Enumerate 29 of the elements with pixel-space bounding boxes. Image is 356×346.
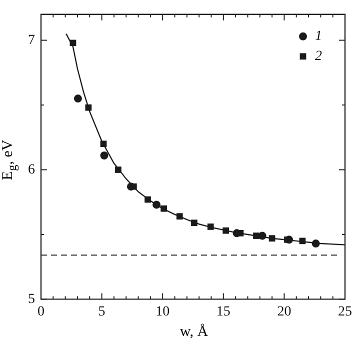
x-tick-label: 0 (38, 304, 44, 320)
point (100, 152, 108, 160)
x-tick-label: 5 (98, 304, 106, 320)
point (176, 213, 183, 220)
point (207, 224, 214, 230)
point (160, 205, 167, 212)
point (191, 220, 198, 226)
y-tick-label: 6 (28, 162, 35, 178)
legend-label: 1 (315, 29, 322, 44)
y-tick-label: 5 (28, 292, 35, 307)
x-tick-label: 20 (277, 304, 292, 320)
point (74, 94, 82, 103)
point (268, 235, 276, 242)
x-tick-label: 15 (216, 304, 230, 320)
point (258, 232, 266, 240)
point (144, 196, 151, 203)
point (115, 166, 122, 173)
point (152, 200, 161, 209)
y-tick-label: 7 (28, 32, 35, 48)
x-tick-label: 25 (338, 304, 352, 320)
x-tick-label: 10 (156, 304, 170, 320)
point (100, 140, 107, 148)
point (85, 104, 92, 111)
x-axis-title: w, Å (178, 324, 210, 341)
point (222, 227, 230, 234)
point (285, 236, 294, 244)
point (70, 40, 76, 46)
legend-label: 2 (315, 49, 322, 64)
point (312, 240, 320, 248)
